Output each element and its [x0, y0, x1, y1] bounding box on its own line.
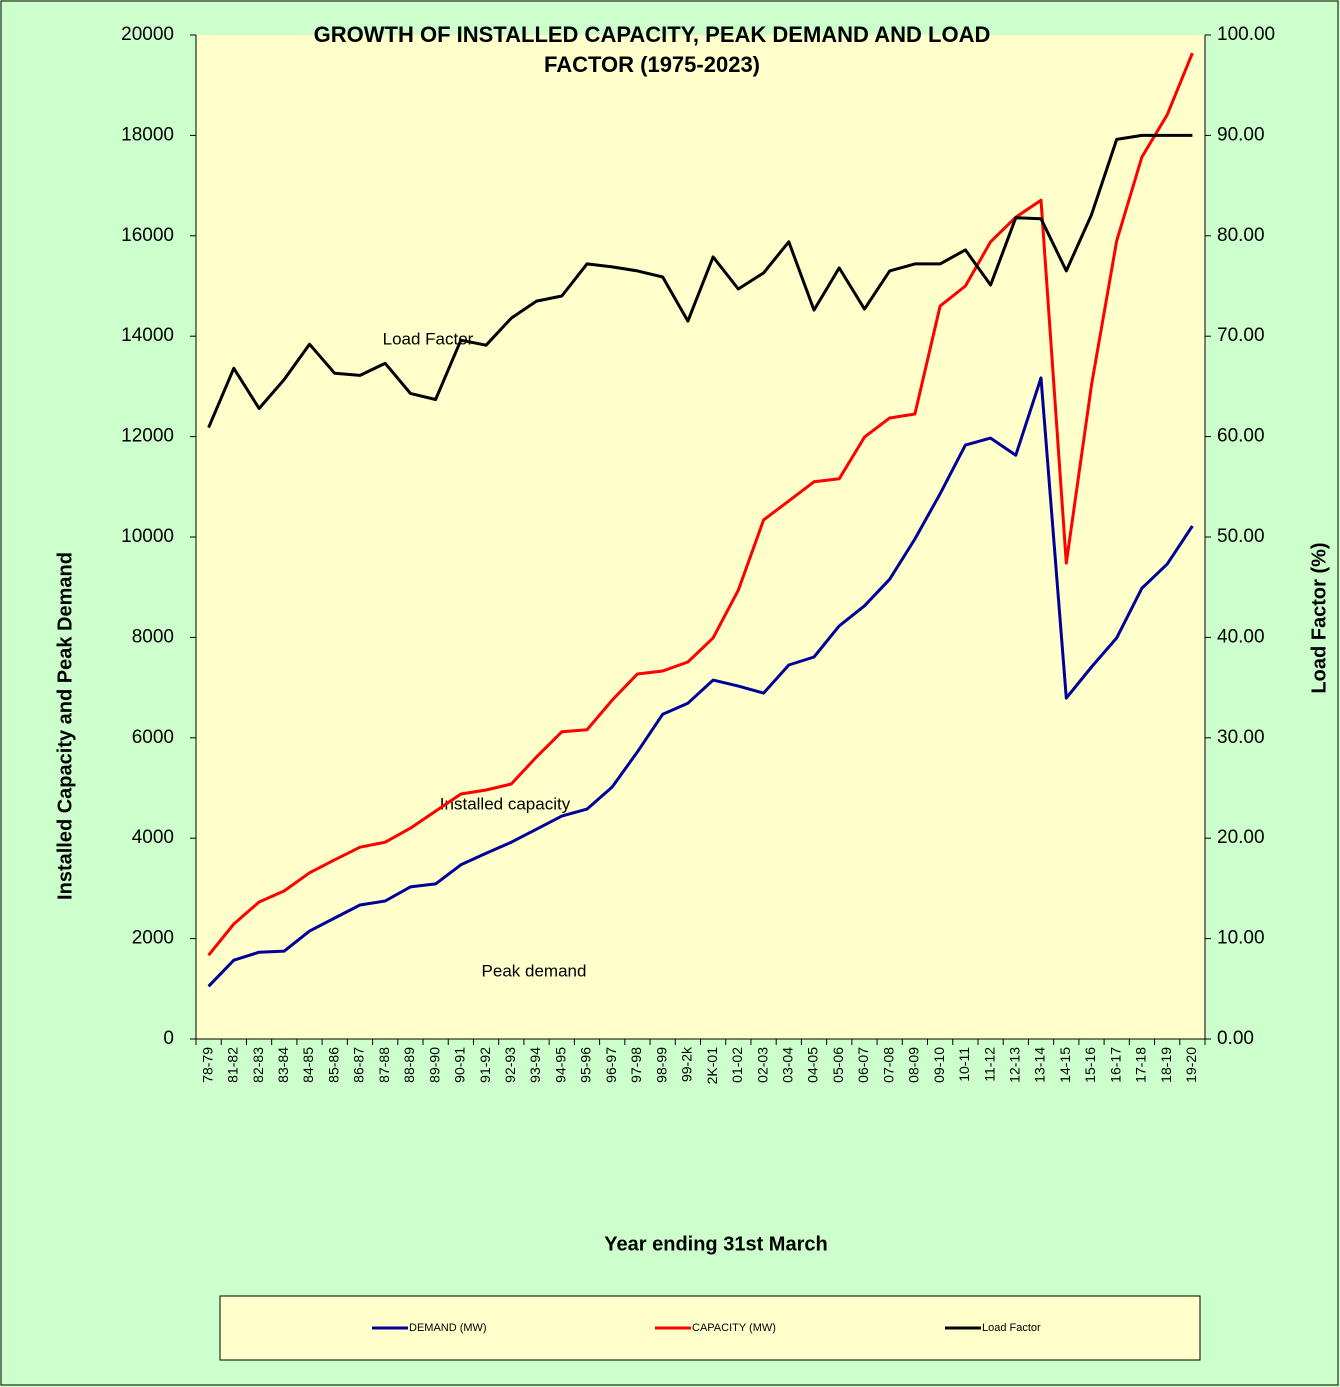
legend-label: DEMAND (MW): [409, 1322, 487, 1334]
y2-tick-label: 60.00: [1217, 426, 1265, 447]
y-tick-label: 10000: [121, 526, 174, 547]
x-tick-label: 92-93: [502, 1047, 518, 1083]
y-tick-label: 2000: [132, 928, 174, 949]
x-tick-label: 94-95: [552, 1047, 568, 1083]
x-tick-label: 98-99: [653, 1047, 669, 1083]
annotation: Installed capacity: [440, 794, 571, 813]
x-tick-label: 95-96: [578, 1047, 594, 1083]
chart-title: GROWTH OF INSTALLED CAPACITY, PEAK DEMAN…: [314, 22, 991, 77]
y-tick-label: 0: [163, 1028, 174, 1049]
y2-tick-label: 70.00: [1217, 325, 1265, 346]
x-tick-label: 10-11: [956, 1047, 972, 1082]
y2-tick-label: 90.00: [1217, 124, 1265, 145]
x-tick-label: 78-79: [199, 1047, 215, 1083]
x-tick-label: 18-19: [1158, 1047, 1174, 1083]
x-tick-label: 03-04: [779, 1047, 795, 1083]
x-tick-label: 93-94: [527, 1047, 543, 1083]
x-tick-label: 05-06: [830, 1047, 846, 1083]
x-tick-label: 07-08: [880, 1047, 896, 1083]
y-tick-label: 14000: [121, 325, 174, 346]
x-tick-label: 88-89: [401, 1047, 417, 1083]
annotation: Load Factor: [383, 329, 474, 348]
y2-tick-label: 20.00: [1217, 827, 1265, 848]
y-tick-label: 20000: [121, 24, 174, 45]
x-tick-label: 81-82: [225, 1047, 241, 1083]
x-tick-label: 82-83: [250, 1047, 266, 1083]
y-tick-label: 16000: [121, 225, 174, 246]
y-axis-label: Installed Capacity and Peak Demand: [54, 552, 76, 900]
x-tick-label: 17-18: [1133, 1047, 1149, 1083]
x-tick-label: 15-16: [1082, 1047, 1098, 1083]
x-tick-label: 85-86: [325, 1047, 341, 1083]
x-tick-label: 89-90: [426, 1047, 442, 1083]
x-tick-label: 86-87: [351, 1047, 367, 1083]
x-tick-label: 19-20: [1183, 1047, 1199, 1083]
x-tick-label: 90-91: [452, 1047, 468, 1083]
y2-tick-label: 30.00: [1217, 727, 1265, 748]
data-line: [207, 376, 1194, 988]
annotation: Peak demand: [482, 961, 587, 980]
legend-label: Load Factor: [982, 1322, 1041, 1334]
x-tick-label: 99-2k: [679, 1046, 695, 1082]
y-tick-label: 18000: [121, 124, 174, 145]
y-tick-label: 4000: [132, 827, 174, 848]
data-line: [207, 52, 1194, 957]
x-tick-label: 13-14: [1032, 1047, 1048, 1083]
y-tick-label: 6000: [132, 727, 174, 748]
y2-axis-label: Load Factor (%): [1308, 542, 1330, 693]
data-line: [207, 133, 1193, 429]
x-tick-label: 87-88: [376, 1047, 392, 1083]
y2-tick-label: 100.00: [1217, 24, 1275, 45]
x-tick-label: 91-92: [477, 1047, 493, 1083]
x-tick-label: 96-97: [603, 1047, 619, 1083]
x-tick-label: 09-10: [931, 1047, 947, 1083]
x-tick-label: 83-84: [275, 1047, 291, 1083]
y2-tick-label: 10.00: [1217, 928, 1265, 949]
x-axis-label: Year ending 31st March: [604, 1233, 827, 1255]
x-tick-label: 02-03: [754, 1047, 770, 1083]
x-tick-label: 2K-01: [704, 1047, 720, 1085]
x-tick-label: 12-13: [1007, 1047, 1023, 1083]
x-tick-label: 14-15: [1057, 1047, 1073, 1083]
y2-tick-label: 40.00: [1217, 626, 1265, 647]
x-tick-label: 16-17: [1107, 1047, 1123, 1083]
y2-tick-label: 50.00: [1217, 526, 1265, 547]
y2-tick-label: 0.00: [1217, 1028, 1254, 1049]
x-tick-label: 04-05: [805, 1047, 821, 1083]
legend-label: CAPACITY (MW): [692, 1322, 776, 1334]
x-tick-label: 08-09: [906, 1047, 922, 1083]
x-tick-label: 06-07: [855, 1047, 871, 1083]
x-tick-label: 01-02: [729, 1047, 745, 1083]
x-tick-label: 11-12: [981, 1047, 997, 1082]
y-tick-label: 12000: [121, 426, 174, 447]
x-tick-label: 84-85: [300, 1047, 316, 1083]
y-tick-label: 8000: [132, 626, 174, 647]
x-tick-label: 97-98: [628, 1047, 644, 1083]
y2-tick-label: 80.00: [1217, 225, 1265, 246]
